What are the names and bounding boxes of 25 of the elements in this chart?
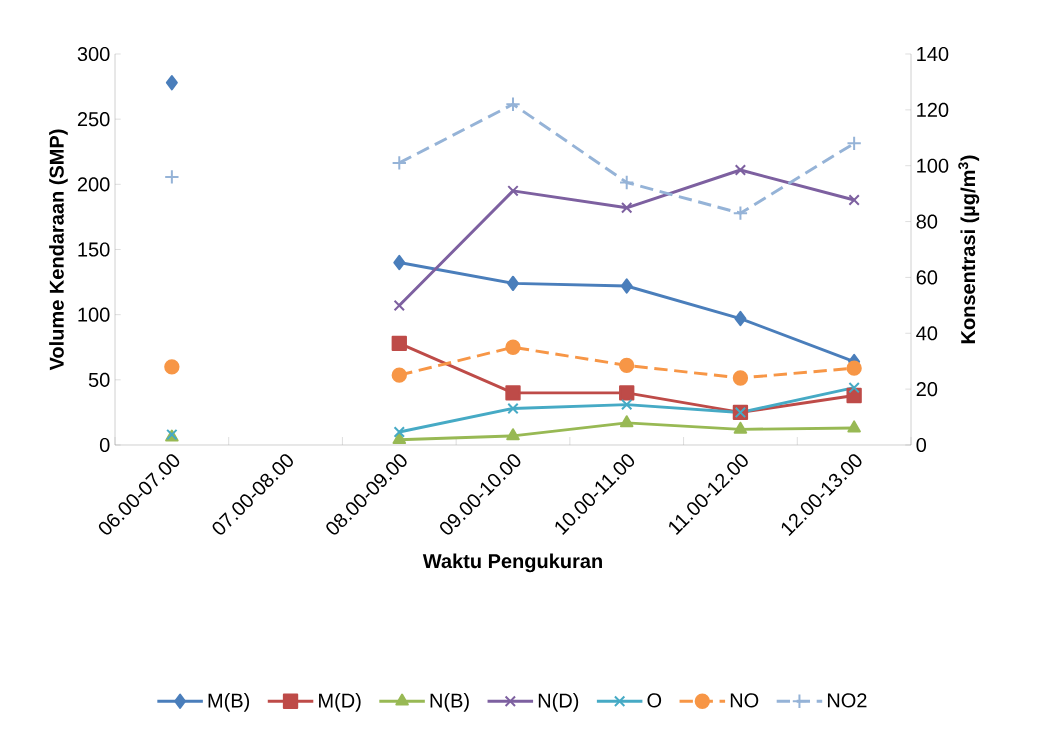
y2-axis-title: Konsentrasi (µg/m$^{3}$) [958,155,980,344]
legend-label: N(B) [430,693,469,712]
y2-tick-label: 80 [916,214,938,229]
y2-tick-label: 100 [917,158,949,173]
y-tick-label: 200 [77,177,110,192]
legend-label: M(B) [208,693,250,712]
y2-tick-label: 0 [916,437,927,453]
y-tick-label: 100 [78,307,110,322]
y2-tick-label: 140 [917,46,949,62]
y2-tick-label: 20 [916,382,938,397]
legend-label: NO2 [827,693,867,708]
legend-label: M(D) [319,693,361,712]
y-axis-title: Volume Kendaraan (SMP) [49,129,68,371]
legend-label: NO [730,693,759,708]
y2-tick-label: 60 [916,270,938,285]
y2-tick-label: 120 [917,102,949,117]
y2-tick-label: 40 [916,326,938,341]
y-tick-label: 150 [78,242,110,257]
y-tick-label: 50 [88,372,110,387]
y-tick-label: 300 [77,46,110,62]
legend-label: O [647,693,662,708]
x-axis-title: Waktu Pengukuran [422,553,602,573]
y-tick-label: 0 [99,437,110,453]
legend-label: N(D) [538,693,579,712]
y-tick-label: 250 [77,112,110,127]
